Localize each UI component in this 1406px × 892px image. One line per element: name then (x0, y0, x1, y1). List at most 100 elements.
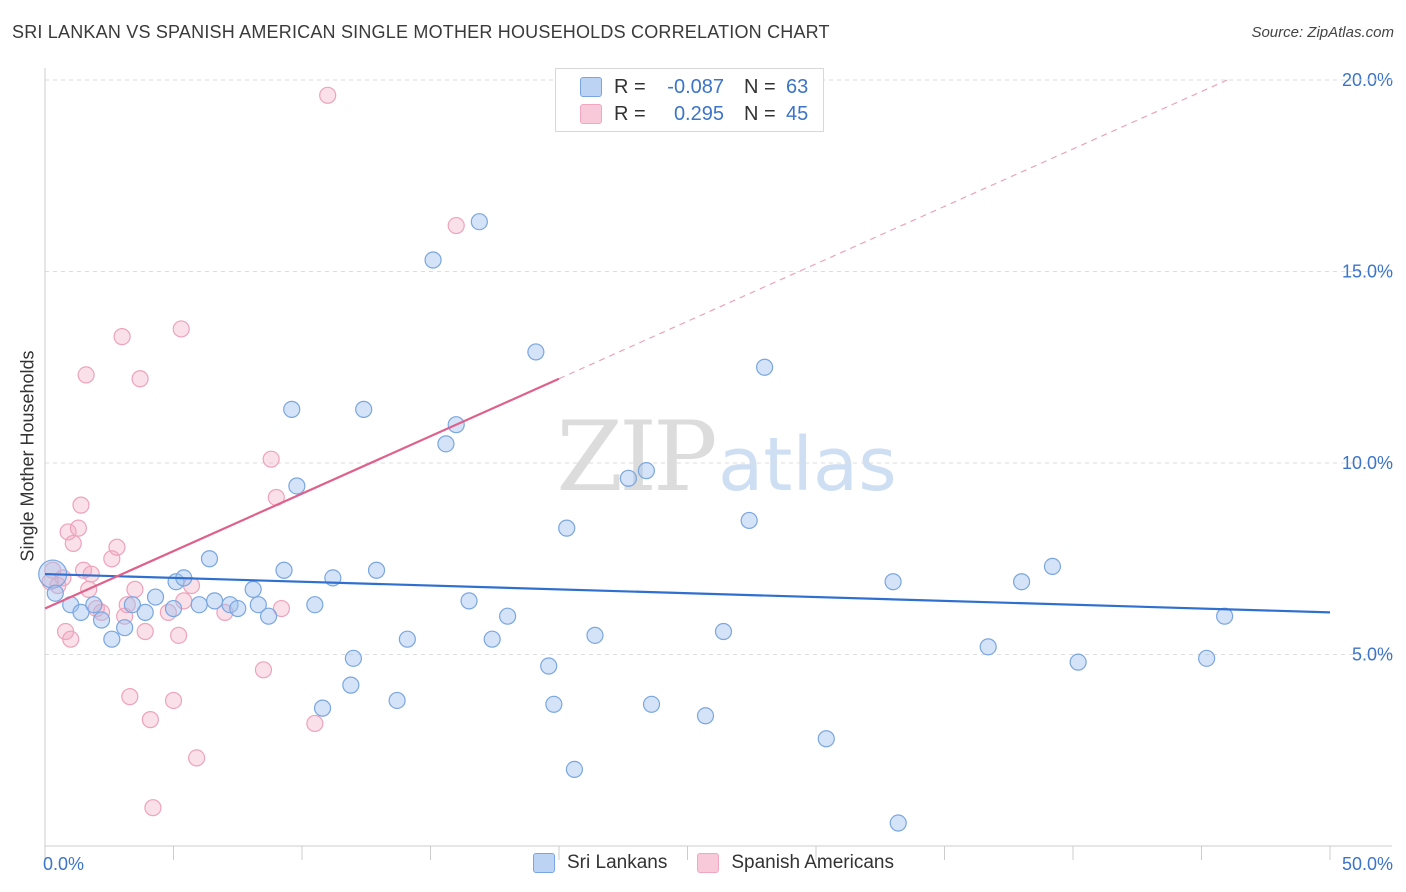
spanish-americans-point (141, 711, 159, 729)
sri-lankans-point (85, 596, 103, 614)
sri-lankans-point (884, 573, 902, 591)
legend-r-value: 0.295 (673, 102, 724, 125)
legend-n-value: 63 (786, 75, 809, 98)
sri-lankans-point (470, 213, 488, 231)
sri-lankans-point (388, 691, 406, 710)
spanish-americans-point (126, 580, 144, 598)
sri-lankans-point (72, 603, 90, 621)
sri-lankans-point (540, 657, 558, 675)
y-tick-label: 5.0% (1352, 645, 1393, 665)
sri-lankans-point (545, 695, 563, 713)
sri-lankans-point (283, 400, 301, 418)
sri-lankans-point (200, 550, 219, 568)
sri-lankans-point (103, 630, 121, 648)
legend-r-value: -0.087 (667, 75, 724, 98)
sri-lankans-point (696, 707, 715, 725)
legend-swatch-pink (580, 104, 602, 124)
sri-lankans-point (889, 814, 907, 832)
spanish-americans-point (170, 626, 188, 644)
spanish-americans-point (131, 370, 149, 388)
spanish-americans-point (82, 565, 100, 583)
series-legend: Sri Lankans Spanish Americans (533, 852, 924, 874)
spanish-americans-point (306, 714, 324, 733)
sri-lankans-point (424, 251, 442, 269)
series-name: Sri Lankans (567, 852, 668, 873)
sri-lankans-point (146, 588, 165, 606)
spanish-americans-point (164, 691, 183, 710)
spanish-americans-point (172, 320, 190, 338)
sri-lankans-point (136, 603, 154, 621)
series-swatch-pink (697, 853, 720, 873)
spanish-americans-point (188, 749, 206, 767)
spanish-americans-trendline-extension (558, 79, 1228, 380)
x-tick-label-min: 0.0% (43, 854, 84, 874)
chart-title: SRI LANKAN VS SPANISH AMERICAN SINGLE MO… (12, 22, 830, 42)
sri-lankans-point (244, 580, 262, 598)
sri-lankans-point (123, 596, 141, 614)
sri-lankans-point (116, 619, 134, 637)
spanish-americans-point (77, 366, 95, 384)
legend-r-label: R = (614, 102, 646, 125)
sri-lankans-point (565, 760, 584, 779)
sri-lankans-point (190, 596, 208, 614)
spanish-americans-point (447, 216, 465, 235)
correlation-legend: R = -0.087 N = 63 R = 0.295 N = 45 (555, 68, 824, 132)
spanish-americans-point (144, 799, 162, 817)
sri-lankans-point (740, 511, 758, 530)
legend-n-label: N = (744, 102, 776, 125)
legend-swatch-blue (580, 77, 602, 97)
spanish-americans-point (262, 450, 280, 468)
sri-lankans-point (637, 462, 655, 480)
spanish-americans-point (108, 538, 126, 556)
watermark-atlas: atlas (718, 422, 897, 508)
sri-lankans-point (229, 599, 247, 618)
sri-lankans-point (259, 607, 278, 625)
sri-lankans-point (586, 626, 604, 644)
sri-lankans-point (817, 730, 835, 748)
sri-lankans-point (342, 676, 360, 694)
sri-lankans-point (398, 630, 416, 648)
sri-lankans-point (46, 584, 64, 602)
sri-lankans-point (221, 596, 239, 614)
sri-lankans-point (483, 630, 501, 648)
watermark-zip: ZIP (556, 401, 715, 513)
sri-lankans-point (619, 469, 637, 487)
sri-lankans-point (92, 611, 111, 629)
sri-lankans-point (527, 343, 545, 361)
series-name: Spanish Americans (731, 852, 894, 873)
spanish-americans-point (121, 688, 139, 706)
sri-lankans-point (437, 435, 455, 453)
sri-lankans-point (275, 561, 293, 579)
y-tick-label: 10.0% (1342, 453, 1393, 473)
sri-lankans-point (164, 599, 183, 618)
sri-lankans-point (1216, 607, 1234, 625)
spanish-americans-point (254, 661, 273, 679)
sri-lankans-trendline (44, 572, 1331, 614)
legend-n-label: N = (744, 75, 776, 98)
sri-lankans-point (306, 596, 324, 614)
sri-lankans-point (288, 477, 306, 495)
series-legend-spanish-americans: Spanish Americans (697, 852, 894, 874)
y-tick-label: 15.0% (1342, 262, 1393, 282)
sri-lankans-point (499, 607, 517, 625)
sri-lankans-point (206, 592, 224, 610)
legend-r-label: R = (614, 75, 646, 98)
spanish-americans-point (72, 496, 90, 514)
spanish-americans-trendline (44, 377, 560, 610)
sri-lankans-point (1012, 573, 1031, 591)
spanish-americans-point (272, 599, 291, 618)
legend-row-sri-lankans: R = -0.087 N = 63 (580, 75, 808, 99)
series-swatch-blue (533, 853, 555, 873)
sri-lankans-point (1069, 653, 1087, 671)
legend-n-value: 45 (786, 102, 809, 125)
series-legend-sri-lankans: Sri Lankans (533, 852, 667, 874)
sri-lankans-point (714, 622, 733, 641)
source-label: Source: ZipAtlas.com (1251, 24, 1394, 41)
spanish-americans-point (319, 86, 337, 104)
sri-lankans-point (642, 695, 661, 713)
sri-lankans-point (313, 699, 332, 717)
sri-lankans-point (1043, 557, 1062, 576)
x-tick-label-max: 50.0% (1342, 854, 1393, 874)
legend-row-spanish-americans: R = 0.295 N = 45 (580, 102, 808, 126)
